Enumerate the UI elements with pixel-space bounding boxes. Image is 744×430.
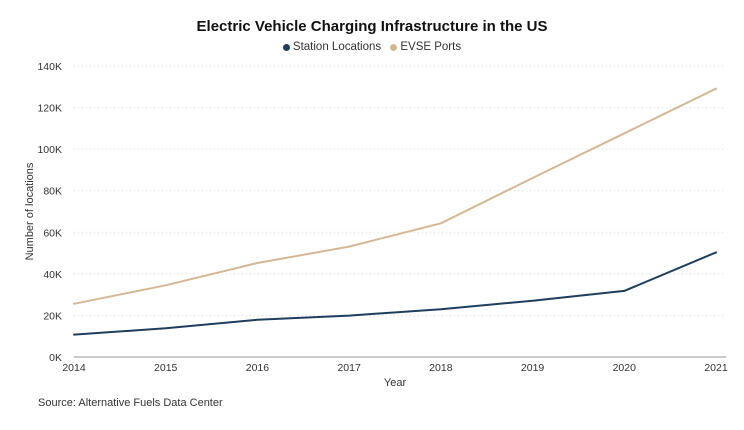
x-tick-label: 2018 <box>429 362 453 374</box>
y-tick-label: 20K <box>43 310 62 322</box>
x-tick-label: 2019 <box>521 362 545 374</box>
y-tick-label: 140K <box>37 61 62 73</box>
legend-item-station-locations[interactable]: Station Locations <box>282 41 382 53</box>
y-tick-label: 0K <box>49 352 62 364</box>
x-tick-label: 2020 <box>613 362 637 374</box>
legend: Station Locations EVSE Ports <box>0 41 744 54</box>
legend-label-evse-ports: EVSE Ports <box>400 41 462 53</box>
series-line-evse-ports <box>73 87 717 305</box>
y-tick-label: 120K <box>37 103 62 115</box>
source-note: Source: Alternative Fuels Data Center <box>38 397 223 409</box>
y-tick-label: 100K <box>37 144 62 156</box>
x-axis-title: Year <box>384 377 407 389</box>
y-tick-label: 40K <box>43 269 62 281</box>
legend-item-evse-ports[interactable]: EVSE Ports <box>390 41 461 53</box>
x-tick-label: 2016 <box>246 362 270 374</box>
legend-label-station-locations: Station Locations <box>292 41 382 53</box>
x-tick-label: 2021 <box>704 362 728 374</box>
series-line-station-locations <box>73 251 717 336</box>
x-tick-label: 2017 <box>337 362 361 374</box>
y-tick-label: 60K <box>43 227 62 239</box>
legend-marker-station-locations <box>282 43 290 51</box>
y-tick-label: 80K <box>43 186 62 198</box>
x-tick-label: 2015 <box>154 362 178 374</box>
x-tick-label: 2014 <box>62 362 86 374</box>
chart-title: Electric Vehicle Charging Infrastructure… <box>196 18 548 35</box>
y-axis-title: Number of locations <box>24 162 36 260</box>
legend-marker-evse-ports <box>390 43 398 51</box>
